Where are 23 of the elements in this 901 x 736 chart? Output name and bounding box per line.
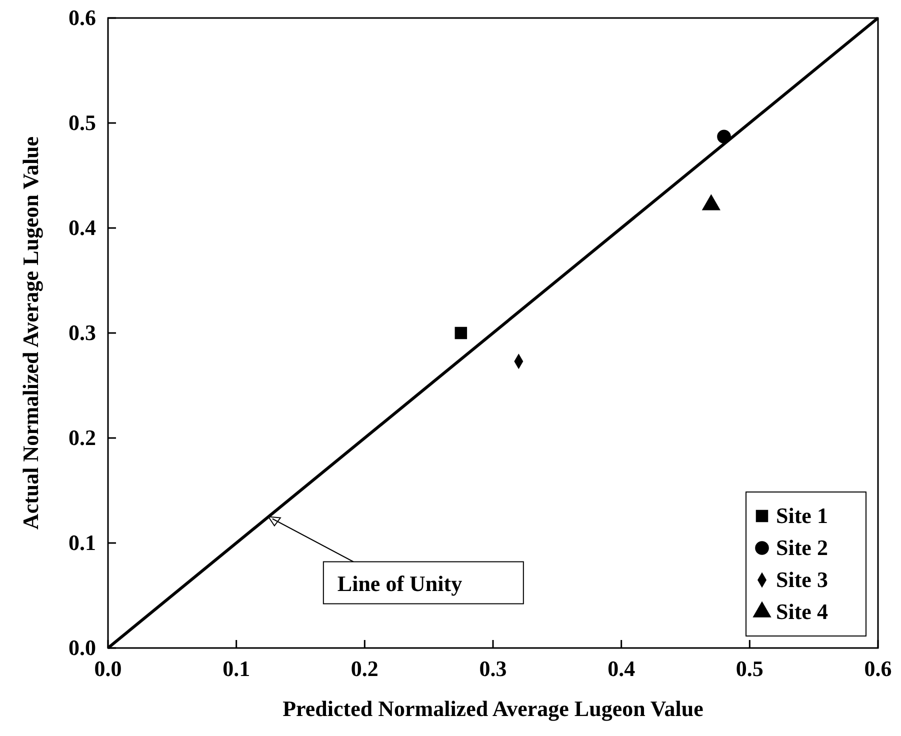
- y-tick-label: 0.1: [68, 530, 96, 555]
- point: [454, 326, 468, 340]
- annotation: Line of Unity: [337, 570, 462, 596]
- y-tick-label: 0.2: [68, 425, 96, 450]
- x-tick-label: 0.4: [608, 656, 636, 681]
- y-tick-label: 0.4: [68, 215, 96, 240]
- y-tick-label: 0.0: [68, 635, 96, 660]
- y-axis-title: Actual Normalized Average Lugeon Value: [18, 136, 43, 530]
- x-tick-label: 0.1: [222, 656, 250, 681]
- y-tick-label: 0.6: [68, 5, 96, 30]
- x-tick-label: 0.3: [479, 656, 507, 681]
- y-tick-label: 0.5: [68, 110, 96, 135]
- x-tick-label: 0.0: [94, 656, 122, 681]
- x-tick-label: 0.2: [350, 656, 378, 681]
- legend-label: Site 4: [776, 599, 828, 624]
- x-tick-label: 0.5: [736, 656, 764, 681]
- legend-label: Site 3: [776, 567, 828, 592]
- y-tick-label: 0.3: [68, 320, 96, 345]
- x-axis-title: Predicted Normalized Average Lugeon Value: [282, 696, 704, 721]
- legend-label: Site 2: [776, 535, 828, 560]
- legend-label: Site 1: [776, 503, 828, 528]
- x-tick-label: 0.6: [864, 656, 892, 681]
- point: [717, 130, 731, 144]
